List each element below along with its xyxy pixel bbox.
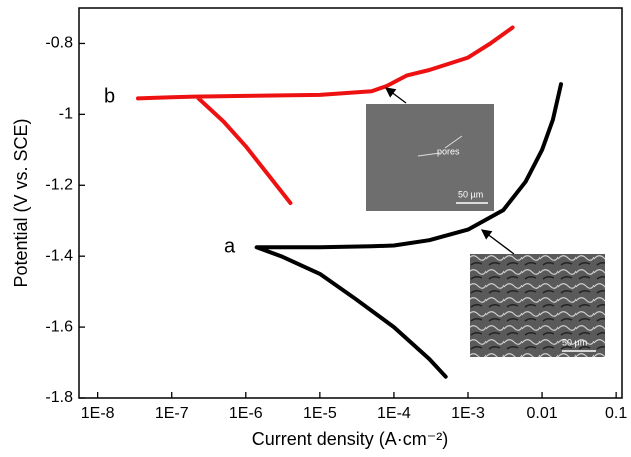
y-tick-label: -1.6 [45, 318, 73, 335]
inset-scale-label: 50 µm [562, 337, 587, 347]
x-tick-label: 1E-7 [155, 405, 189, 422]
x-tick-label: 1E-4 [377, 405, 411, 422]
x-tick-label: 1E-6 [229, 405, 263, 422]
y-tick-label: -1 [59, 106, 73, 123]
x-tick-label: 0.1 [605, 405, 627, 422]
x-tick-label: 1E-8 [81, 405, 115, 422]
curve-label: b [104, 85, 115, 107]
y-tick-label: -1.4 [45, 247, 73, 264]
page: {"chart_data": {"type": "line", "x_label… [0, 0, 631, 457]
inset-scale-label: 50 µm [458, 189, 483, 199]
arrow [386, 88, 406, 103]
x-tick-label: 1E-5 [303, 405, 337, 422]
curve-label: a [224, 235, 236, 257]
y-tick-label: -1.8 [45, 389, 73, 406]
x-axis-title: Current density (A·cm⁻²) [252, 429, 449, 449]
x-tick-label: 0.01 [526, 405, 557, 422]
inset-label: pores [437, 146, 460, 156]
y-axis-title: Potential (V vs. SCE) [11, 118, 31, 287]
arrow [482, 230, 514, 254]
y-tick-label: -1.2 [45, 176, 73, 193]
insets: pores 50 µm 50 µm [366, 88, 605, 357]
x-tick-label: 1E-3 [451, 405, 485, 422]
y-tick-label: -0.8 [45, 35, 73, 52]
chart: Current density (A·cm⁻²) Potential (V vs… [0, 0, 631, 457]
